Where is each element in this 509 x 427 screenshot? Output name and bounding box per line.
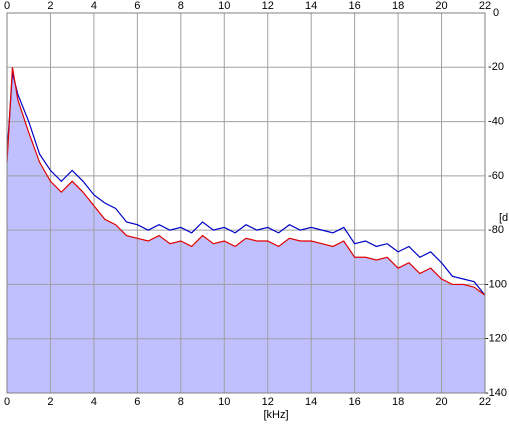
x-tick-label: 8 [178,396,184,408]
x-tick-label: 0 [4,396,10,408]
x-axis-label: [kHz] [263,409,288,421]
x-tick-label-top: 12 [262,0,274,12]
y-tick-label: -80 [488,224,504,236]
y-tick-label: -20 [488,61,504,73]
x-tick-label: 22 [479,396,491,408]
y-tick-label: -60 [488,170,504,182]
area-fill [7,67,485,394]
x-tick-label-top: 10 [218,0,230,12]
series-line [6,72,486,296]
series-line [6,67,486,296]
x-tick-label-top: 14 [305,0,317,12]
x-tick-label: 20 [435,396,447,408]
x-tick-label-top: 6 [134,0,140,12]
x-tick-label: 12 [262,396,274,408]
y-tick-label: -100 [485,278,507,290]
y-tick-label: 0 [493,7,499,19]
x-tick-label-top: 2 [47,0,53,12]
x-tick-label: 16 [349,396,361,408]
x-tick-label-top: 18 [392,0,404,12]
x-tick-label: 10 [218,396,230,408]
y-axis-label: [d [499,212,508,224]
x-tick-label-top: 22 [479,0,491,12]
x-tick-label: 4 [91,396,97,408]
x-tick-label-top: 8 [178,0,184,12]
x-tick-label-top: 0 [4,0,10,12]
x-tick-label-top: 16 [349,0,361,12]
x-tick-label-top: 20 [435,0,447,12]
x-tick-label: 6 [134,396,140,408]
y-tick-label: -140 [485,387,507,399]
y-tick-label: -120 [485,333,507,345]
x-tick-label: 14 [305,396,317,408]
x-tick-label: 18 [392,396,404,408]
x-tick-label: 2 [47,396,53,408]
x-tick-label-top: 4 [91,0,97,12]
plot-frame [6,12,486,394]
y-tick-label: -40 [488,115,504,127]
